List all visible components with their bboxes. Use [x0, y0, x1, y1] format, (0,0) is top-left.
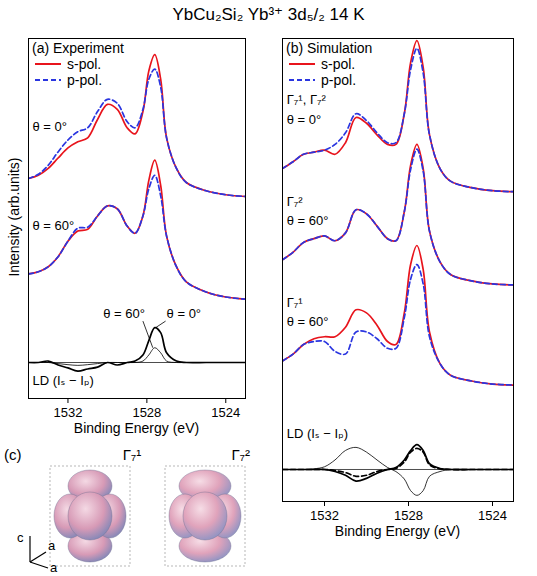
- svg-text:1528: 1528: [394, 508, 423, 523]
- html-text:Binding Energy (eV): Binding Energy (eV): [334, 523, 461, 539]
- svg-text:θ = 60°: θ = 60°: [287, 314, 329, 329]
- svg-text:a: a: [48, 538, 56, 553]
- svg-text:1532: 1532: [310, 508, 339, 523]
- svg-text:1532: 1532: [53, 405, 82, 420]
- svg-text:1528: 1528: [132, 405, 161, 420]
- html-text:(b) Simulation: (b) Simulation: [286, 40, 373, 56]
- html-text:s-pol.: s-pol.: [67, 56, 102, 72]
- svg-text:Γ₇¹: Γ₇¹: [287, 295, 304, 310]
- svg-text:θ = 0°: θ = 0°: [167, 306, 201, 321]
- svg-text:LD (Iₛ − Iₚ): LD (Iₛ − Iₚ): [32, 373, 93, 388]
- svg-text:(c): (c): [4, 446, 22, 463]
- html-text:p-pol.: p-pol.: [321, 72, 356, 88]
- svg-text:Γ₇¹, Γ₇²: Γ₇¹, Γ₇²: [287, 92, 327, 107]
- svg-text:θ = 0°: θ = 0°: [32, 119, 66, 134]
- svg-text:LD (Iₛ − Iₚ): LD (Iₛ − Iₚ): [287, 426, 348, 441]
- html-text:p-pol.: p-pol.: [67, 72, 102, 88]
- html-text:Intensity (arb.units): Intensity (arb.units): [6, 157, 22, 277]
- svg-text:a: a: [50, 560, 58, 574]
- svg-text:Γ₇¹: Γ₇¹: [123, 446, 141, 463]
- svg-text:θ = 60°: θ = 60°: [32, 218, 74, 233]
- svg-text:c: c: [17, 530, 24, 545]
- svg-text:1524: 1524: [211, 405, 240, 420]
- svg-text:Γ₇²: Γ₇²: [232, 446, 250, 463]
- svg-text:θ = 60°: θ = 60°: [287, 213, 329, 228]
- html-text:YbCu₂Si₂ Yb³⁺ 3d₅/₂ 14 K: YbCu₂Si₂ Yb³⁺ 3d₅/₂ 14 K: [172, 5, 365, 24]
- html-text:(a) Experiment: (a) Experiment: [32, 40, 124, 56]
- svg-text:1524: 1524: [478, 508, 507, 523]
- svg-text:Γ₇²: Γ₇²: [287, 194, 304, 209]
- svg-text:θ = 0°: θ = 0°: [287, 112, 321, 127]
- html-text:s-pol.: s-pol.: [321, 56, 356, 72]
- svg-text:θ = 60°: θ = 60°: [103, 306, 145, 321]
- html-text:Binding Energy (eV): Binding Energy (eV): [73, 420, 200, 436]
